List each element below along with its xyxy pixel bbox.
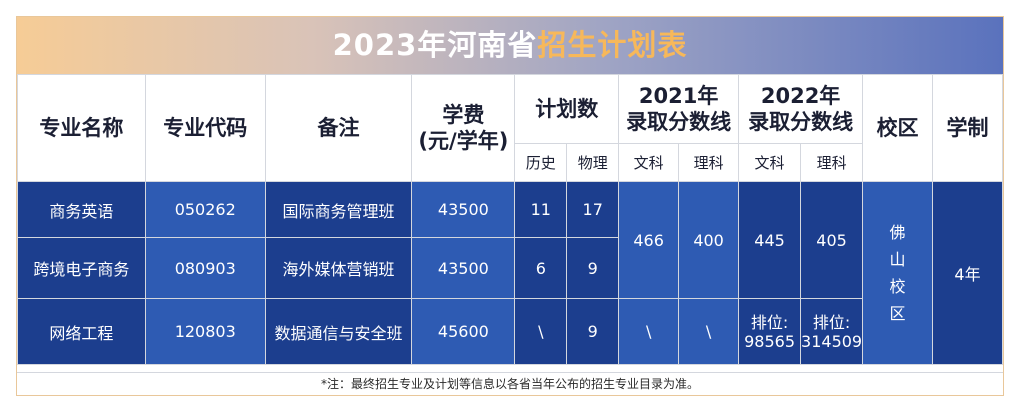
major-remark: 海外媒体营销班 — [264, 237, 413, 299]
header-history: 历史 — [514, 143, 568, 182]
enrollment-plan-table: 专业名称 专业代码 备注 学费 (元/学年) 计划数 2021年 录取分数线 2… — [17, 74, 1003, 365]
header-2022-label: 录取分数线 — [748, 110, 854, 134]
header-physics: 物理 — [566, 143, 620, 182]
major-remark: 数据通信与安全班 — [264, 298, 413, 365]
title-year-province: 2023年河南省 — [332, 28, 538, 62]
footnote: *注：最终招生专业及计划等信息以各省当年公布的招生专业目录为准。 — [17, 372, 1003, 395]
table-row: 商务英语 050262 国际商务管理班 43500 11 17 466 400 … — [17, 181, 1003, 365]
table-row: 跨境电子商务 080903 海外媒体营销班 43500 6 9 — [17, 237, 1003, 299]
table-title: 2023年河南省招生计划表 — [17, 17, 1003, 74]
header-2022-wenke: 文科 — [738, 143, 802, 182]
rank-2022-wenke: 排位: 98565 — [738, 298, 802, 365]
header-2022-like: 理科 — [800, 143, 864, 182]
campus-char: 区 — [889, 304, 906, 323]
header-tuition: 学费 (元/学年) — [411, 74, 516, 182]
header-2022-year: 2022年 — [760, 84, 841, 108]
header-major-code: 专业代码 — [144, 74, 266, 182]
header-tuition-unit: (元/学年) — [418, 129, 509, 153]
rank-value: 98565 — [744, 331, 795, 351]
score-2021-like: 400 — [678, 181, 740, 299]
tuition-value: 43500 — [411, 181, 516, 238]
plan-physics: 9 — [566, 237, 620, 299]
plan-table-card: 2023年河南省招生计划表 专业名称 专业代码 备注 学费 (元/学年) 计划数… — [16, 16, 1004, 396]
score-2022-like: 405 — [800, 181, 864, 299]
major-name: 跨境电子商务 — [17, 237, 146, 299]
major-name: 商务英语 — [17, 181, 146, 238]
header-tuition-label: 学费 — [442, 103, 485, 127]
header-2021-like: 理科 — [678, 143, 740, 182]
campus-char: 佛 — [889, 223, 906, 242]
campus-char: 校 — [889, 277, 906, 296]
score-2021-wenke: 466 — [618, 181, 680, 299]
major-remark: 国际商务管理班 — [264, 181, 413, 238]
header-2021-wenke: 文科 — [618, 143, 680, 182]
table-row: 网络工程 120803 数据通信与安全班 45600 \ 9 \ \ 排位: 9… — [17, 298, 1003, 365]
major-name: 网络工程 — [17, 298, 146, 365]
header-2021-year: 2021年 — [638, 84, 719, 108]
rank-2022-like: 排位: 314509 — [800, 298, 864, 365]
rank-label: 排位: — [750, 312, 789, 332]
header-2022-score: 2022年 录取分数线 — [738, 74, 864, 144]
score-2022-wenke: 445 — [738, 181, 802, 299]
header-plan: 计划数 — [514, 74, 620, 144]
duration-value: 4年 — [932, 181, 1003, 365]
rank-value: 314509 — [801, 331, 863, 351]
major-code: 050262 — [144, 181, 266, 238]
title-plan-table: 招生计划表 — [537, 28, 688, 62]
plan-history: \ — [514, 298, 568, 365]
header-2021-label: 录取分数线 — [626, 110, 732, 134]
header-duration: 学制 — [932, 74, 1003, 182]
major-code: 120803 — [144, 298, 266, 365]
major-code: 080903 — [144, 237, 266, 299]
header-2021-score: 2021年 录取分数线 — [618, 74, 740, 144]
tuition-value: 45600 — [411, 298, 516, 365]
plan-history: 11 — [514, 181, 568, 238]
plan-history: 6 — [514, 237, 568, 299]
campus-char: 山 — [889, 250, 906, 269]
header-remark: 备注 — [264, 74, 413, 182]
plan-physics: 17 — [566, 181, 620, 238]
header-major-name: 专业名称 — [17, 74, 146, 182]
plan-physics: 9 — [566, 298, 620, 365]
rank-label: 排位: — [812, 312, 851, 332]
score-2021-like: \ — [678, 298, 740, 365]
tuition-value: 43500 — [411, 237, 516, 299]
campus-cell: 佛 山 校 区 — [862, 181, 934, 365]
score-2021-wenke: \ — [618, 298, 680, 365]
header-campus: 校区 — [862, 74, 934, 182]
